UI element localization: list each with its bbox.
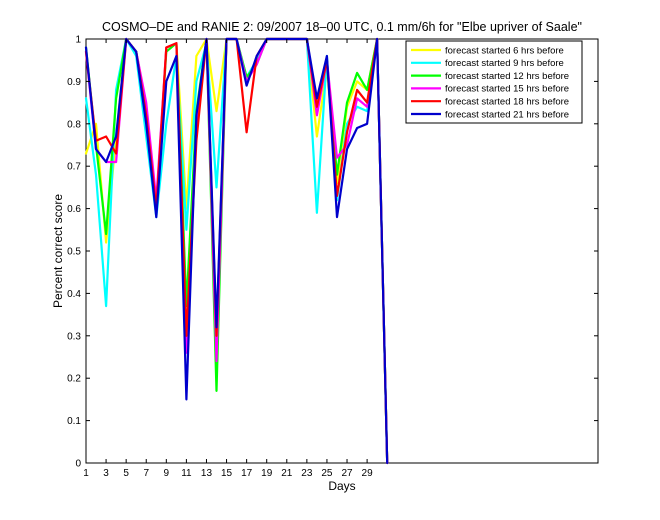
y-tick-label: 0.6 (67, 204, 81, 215)
x-tick-label: 27 (341, 468, 353, 479)
x-tick-label: 23 (301, 468, 313, 479)
x-tick-label: 25 (321, 468, 333, 479)
legend-label-3: forecast started 12 hrs before (445, 71, 569, 82)
x-tick-label: 17 (241, 468, 253, 479)
y-tick-label: 0.3 (67, 331, 81, 342)
y-tick-label: 0.2 (67, 374, 81, 385)
x-tick-label: 9 (164, 468, 170, 479)
y-tick-label: 0.8 (67, 119, 81, 130)
x-tick-label: 15 (221, 468, 233, 479)
x-tick-label: 11 (181, 468, 192, 479)
y-tick-label: 0.4 (67, 289, 81, 300)
y-axis-label: Percent correct score (51, 194, 65, 308)
legend-label-2: forecast started 9 hrs before (445, 58, 564, 69)
x-tick-label: 19 (261, 468, 273, 479)
legend-entries: forecast started 6 hrs before forecast st… (411, 45, 569, 120)
series-layer (84, 37, 389, 465)
x-tick-label: 5 (123, 468, 129, 479)
legend-box (405, 40, 583, 124)
x-tick-label: 7 (143, 468, 149, 479)
legend: forecast started 6 hrs before forecast st… (405, 40, 583, 124)
x-tick-label: 21 (281, 468, 293, 479)
tick-layer: 1 3 5 7 9 11 13 15 17 19 21 23 25 27 2900.10.20.30.40.… (67, 35, 598, 479)
legend-label-4: forecast started 15 hrs before (445, 84, 569, 95)
y-tick-label: 0.7 (67, 162, 81, 173)
x-tick-label: 29 (362, 468, 374, 479)
x-tick-label: 13 (201, 468, 213, 479)
y-tick-label: 0.1 (67, 416, 81, 427)
x-tick-label: 1 (83, 468, 89, 479)
y-tick-label: 0.5 (67, 247, 81, 258)
y-tick-label: 1 (75, 35, 81, 46)
y-tick-label: 0 (75, 459, 81, 470)
series-line-6 (84, 37, 389, 465)
legend-label-5: forecast started 18 hrs before (445, 97, 569, 108)
legend-label-1: forecast started 6 hrs before (445, 45, 564, 56)
y-tick-label: 0.9 (67, 77, 81, 88)
x-tick-label: 3 (103, 468, 109, 479)
x-axis-label: Days (328, 479, 355, 493)
chart-title: COSMO–DE and RANIE 2: 09/2007 18–00 UTC,… (102, 20, 582, 34)
legend-label-6: forecast started 21 hrs before (445, 109, 569, 120)
